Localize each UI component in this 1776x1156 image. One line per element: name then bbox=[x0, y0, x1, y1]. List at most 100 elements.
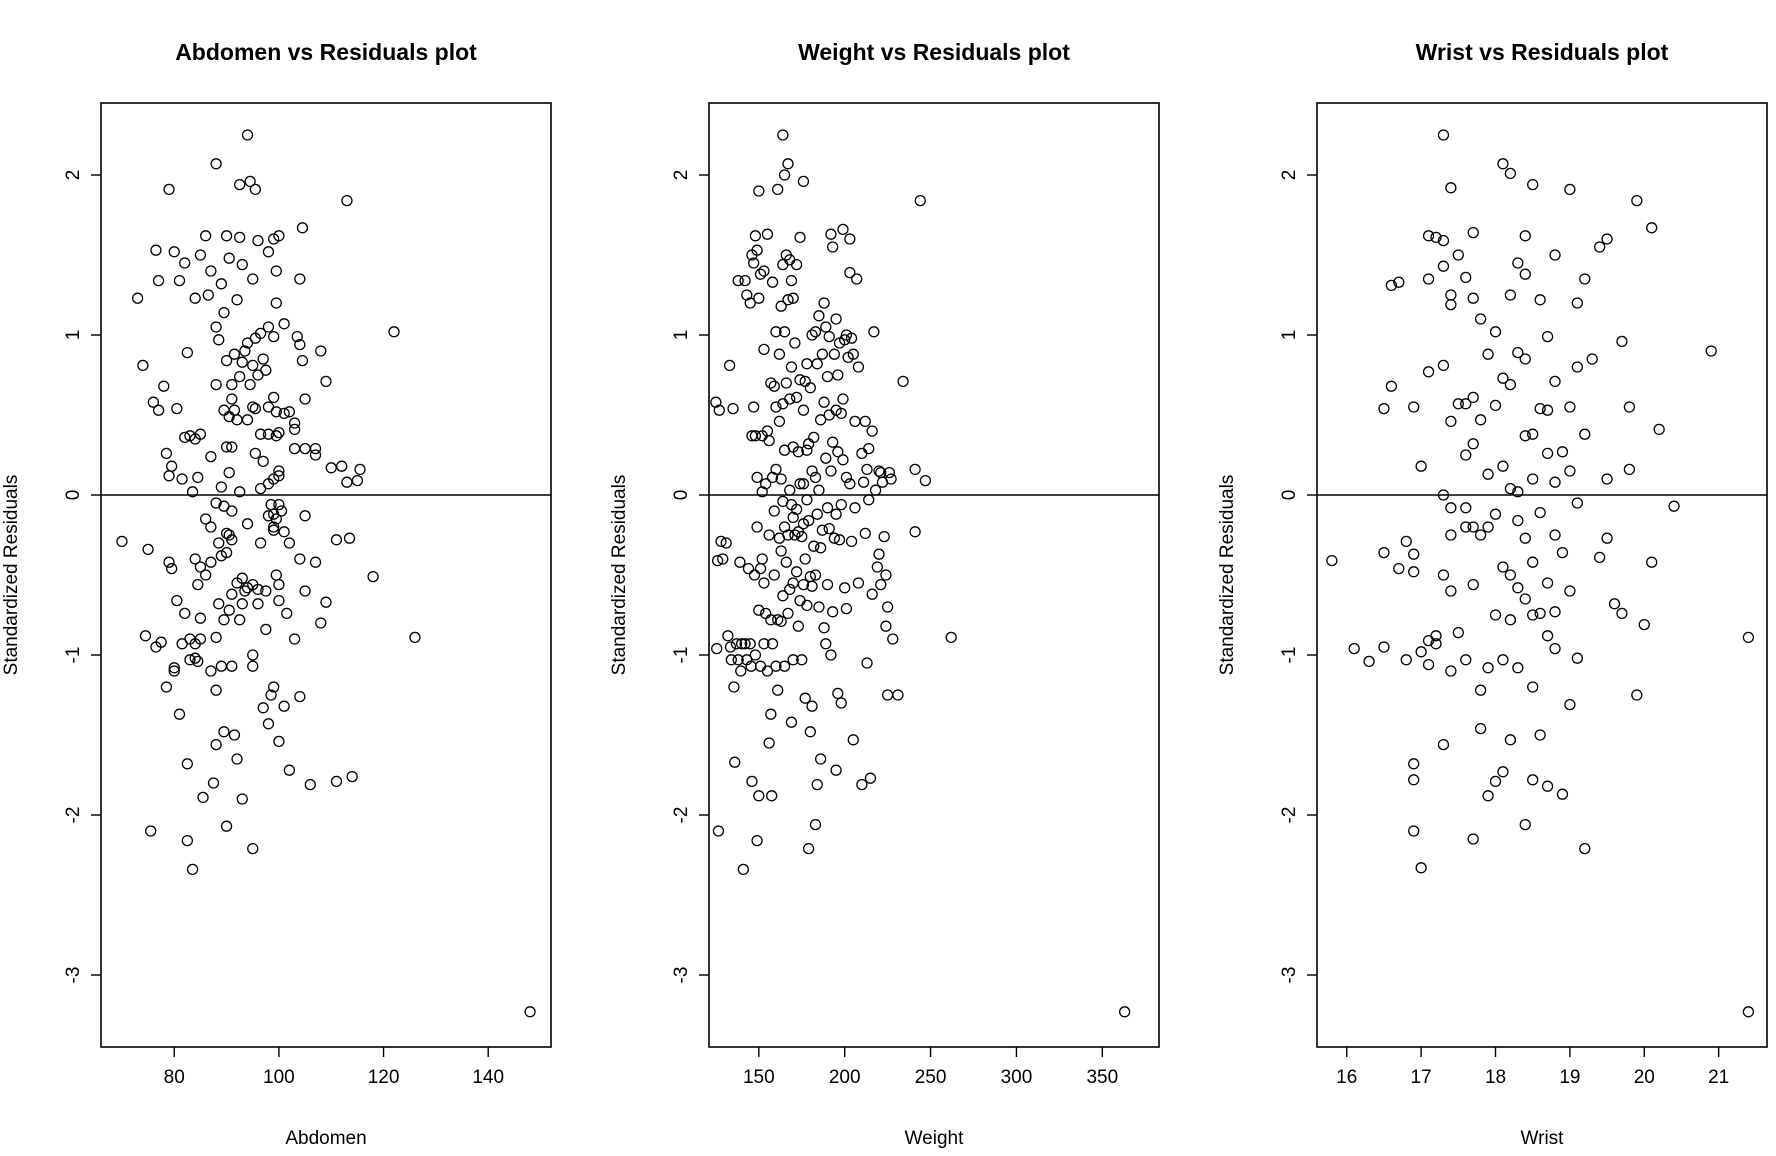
data-point bbox=[1489, 399, 1502, 412]
x-tick-label: 100 bbox=[263, 1067, 295, 1088]
data-point bbox=[220, 546, 233, 559]
data-point bbox=[897, 375, 909, 388]
y-tick-label: 1 bbox=[1279, 330, 1300, 341]
data-point bbox=[239, 585, 251, 597]
data-point bbox=[1408, 401, 1420, 413]
data-point bbox=[1497, 158, 1509, 170]
data-point bbox=[945, 631, 957, 644]
data-point bbox=[210, 684, 222, 696]
data-point bbox=[186, 863, 199, 876]
data-point bbox=[1549, 249, 1561, 261]
data-point bbox=[775, 615, 787, 628]
data-point bbox=[247, 649, 259, 661]
data-point bbox=[770, 463, 782, 476]
data-point bbox=[768, 569, 780, 581]
data-point bbox=[309, 556, 322, 568]
data-point bbox=[1408, 758, 1420, 770]
data-point bbox=[1564, 401, 1576, 413]
data-point bbox=[1348, 642, 1360, 655]
data-point bbox=[766, 276, 779, 288]
data-point bbox=[1616, 335, 1628, 348]
data-point bbox=[155, 636, 167, 648]
data-point bbox=[1527, 681, 1539, 693]
data-point bbox=[775, 473, 787, 485]
data-point bbox=[220, 820, 233, 832]
data-point bbox=[181, 834, 193, 847]
data-point bbox=[1422, 658, 1435, 671]
data-point bbox=[192, 578, 204, 591]
data-point bbox=[231, 294, 243, 306]
data-point bbox=[806, 580, 818, 592]
data-point bbox=[210, 738, 222, 751]
data-point bbox=[820, 321, 832, 333]
data-point bbox=[409, 631, 421, 644]
data-point bbox=[296, 222, 309, 234]
data-point bbox=[827, 436, 839, 448]
data-point bbox=[210, 321, 222, 333]
data-point bbox=[844, 266, 856, 279]
data-point bbox=[205, 265, 217, 277]
data-point bbox=[137, 359, 149, 372]
data-point bbox=[796, 654, 808, 666]
data-point bbox=[218, 306, 230, 319]
data-point bbox=[749, 649, 762, 661]
data-point bbox=[866, 588, 878, 600]
data-point bbox=[346, 770, 358, 783]
data-point bbox=[751, 521, 763, 533]
data-point bbox=[1564, 465, 1576, 477]
data-point bbox=[845, 535, 858, 548]
data-point bbox=[804, 726, 816, 738]
data-point bbox=[1504, 289, 1517, 301]
data-point bbox=[262, 321, 275, 333]
data-point bbox=[790, 503, 803, 516]
data-point bbox=[1467, 292, 1479, 304]
data-point bbox=[825, 649, 837, 661]
data-point bbox=[1668, 500, 1680, 512]
data-point bbox=[784, 583, 796, 596]
data-point bbox=[863, 442, 875, 455]
data-point bbox=[252, 583, 264, 596]
data-point bbox=[732, 654, 744, 666]
data-point bbox=[809, 471, 822, 484]
data-point bbox=[158, 380, 170, 392]
data-point bbox=[880, 569, 892, 581]
data-point bbox=[163, 556, 175, 568]
data-point bbox=[840, 471, 853, 484]
data-point bbox=[770, 326, 782, 338]
data-point bbox=[790, 258, 803, 271]
data-point bbox=[1474, 529, 1487, 541]
data-point bbox=[844, 478, 856, 490]
data-point bbox=[226, 378, 238, 391]
data-point bbox=[1467, 438, 1479, 450]
data-point bbox=[524, 1006, 536, 1018]
data-point bbox=[1482, 662, 1494, 674]
data-point bbox=[1527, 609, 1539, 621]
data-point bbox=[722, 630, 734, 642]
data-point bbox=[213, 598, 225, 610]
data-point bbox=[176, 473, 188, 485]
data-point bbox=[186, 486, 199, 498]
data-point bbox=[192, 655, 204, 668]
data-point bbox=[823, 409, 835, 421]
data-point bbox=[857, 476, 870, 488]
data-point bbox=[789, 337, 801, 349]
data-point bbox=[871, 561, 883, 573]
data-point bbox=[775, 300, 787, 312]
data-point bbox=[247, 401, 259, 413]
data-point bbox=[801, 494, 813, 506]
data-point bbox=[257, 455, 269, 468]
data-point bbox=[1541, 780, 1554, 792]
data-point bbox=[288, 423, 301, 436]
data-point bbox=[784, 484, 796, 496]
data-point bbox=[844, 233, 856, 245]
data-point bbox=[1437, 260, 1450, 272]
data-point bbox=[797, 404, 810, 416]
data-point bbox=[330, 534, 343, 546]
data-point bbox=[777, 590, 789, 602]
data-point bbox=[1564, 698, 1576, 711]
data-point bbox=[778, 660, 791, 672]
data-point bbox=[778, 169, 791, 181]
data-point bbox=[231, 753, 243, 765]
data-point bbox=[1601, 532, 1613, 544]
data-point bbox=[1437, 129, 1450, 141]
